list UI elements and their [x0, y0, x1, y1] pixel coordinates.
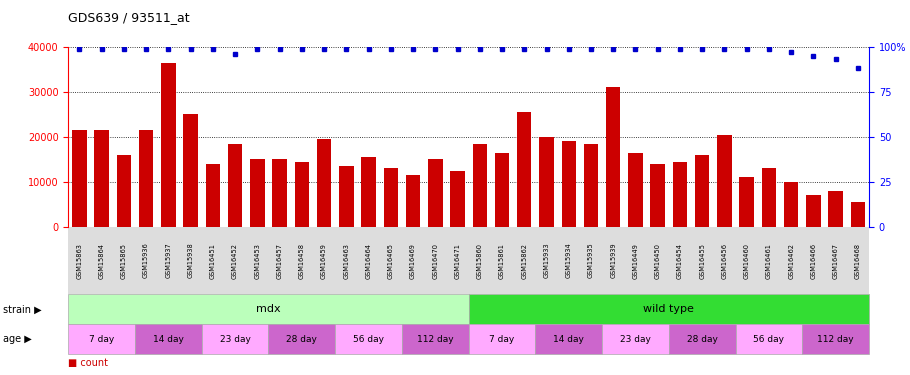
Bar [161, 63, 176, 227]
Text: GSM15939: GSM15939 [611, 243, 616, 278]
Text: GSM16471: GSM16471 [454, 243, 460, 279]
Bar [851, 202, 865, 227]
Bar [450, 171, 465, 227]
Text: mdx: mdx [256, 304, 281, 314]
Bar [717, 135, 732, 227]
Text: GSM16454: GSM16454 [677, 243, 683, 279]
Bar [740, 177, 753, 227]
Text: GSM16465: GSM16465 [388, 243, 394, 279]
Text: GSM16469: GSM16469 [410, 243, 416, 279]
Bar [672, 162, 687, 227]
Bar [295, 162, 309, 227]
Bar [517, 112, 531, 227]
Text: ■ count: ■ count [68, 358, 108, 368]
Bar [95, 130, 109, 227]
Text: GSM16470: GSM16470 [432, 243, 439, 279]
Text: age ▶: age ▶ [3, 334, 32, 344]
Text: GSM16452: GSM16452 [232, 243, 238, 279]
Text: wild type: wild type [643, 304, 694, 314]
Text: 23 day: 23 day [219, 335, 250, 344]
Bar [339, 166, 353, 227]
Bar [272, 159, 287, 227]
Text: GSM15934: GSM15934 [566, 243, 571, 279]
Text: GSM16456: GSM16456 [722, 243, 727, 279]
Text: GDS639 / 93511_at: GDS639 / 93511_at [68, 11, 190, 24]
Text: GSM15861: GSM15861 [499, 243, 505, 279]
Text: 112 day: 112 day [417, 335, 453, 344]
Text: 23 day: 23 day [620, 335, 651, 344]
Bar [317, 139, 331, 227]
Text: 14 day: 14 day [153, 335, 184, 344]
Text: GSM16455: GSM16455 [699, 243, 705, 279]
Bar [762, 168, 776, 227]
Text: GSM15935: GSM15935 [588, 243, 594, 279]
Text: GSM15937: GSM15937 [166, 243, 171, 279]
Bar [250, 159, 265, 227]
Text: GSM16463: GSM16463 [343, 243, 349, 279]
Bar [784, 182, 798, 227]
Text: 56 day: 56 day [753, 335, 784, 344]
Text: GSM15860: GSM15860 [477, 243, 483, 279]
Bar [228, 144, 242, 227]
Bar [806, 195, 821, 227]
Text: GSM16461: GSM16461 [766, 243, 772, 279]
Text: GSM16453: GSM16453 [254, 243, 260, 279]
Text: GSM16468: GSM16468 [854, 243, 861, 279]
Bar [428, 159, 442, 227]
Text: GSM16458: GSM16458 [298, 243, 305, 279]
Bar [828, 191, 843, 227]
Text: 56 day: 56 day [353, 335, 384, 344]
Text: 28 day: 28 day [287, 335, 318, 344]
Bar [384, 168, 398, 227]
Bar [495, 153, 510, 227]
Bar [361, 157, 376, 227]
Text: GSM16457: GSM16457 [277, 243, 283, 279]
Text: GSM16451: GSM16451 [210, 243, 216, 279]
Bar [584, 144, 598, 227]
Text: 7 day: 7 day [89, 335, 115, 344]
Bar [606, 87, 621, 227]
Text: 14 day: 14 day [553, 335, 584, 344]
Text: GSM16459: GSM16459 [321, 243, 327, 279]
Bar [184, 114, 197, 227]
Text: GSM15865: GSM15865 [121, 243, 126, 279]
Text: GSM16450: GSM16450 [654, 243, 661, 279]
Bar [651, 164, 665, 227]
Text: GSM15863: GSM15863 [76, 243, 83, 279]
Text: GSM16466: GSM16466 [811, 243, 816, 279]
Text: GSM16449: GSM16449 [632, 243, 639, 279]
Bar [406, 175, 420, 227]
Text: GSM15933: GSM15933 [543, 243, 550, 278]
Text: GSM16464: GSM16464 [366, 243, 371, 279]
Text: GSM15936: GSM15936 [143, 243, 149, 279]
Text: 112 day: 112 day [817, 335, 854, 344]
Bar [561, 141, 576, 227]
Text: GSM15938: GSM15938 [187, 243, 194, 279]
Bar [628, 153, 642, 227]
Text: strain ▶: strain ▶ [3, 304, 41, 314]
Bar [139, 130, 153, 227]
Text: GSM15864: GSM15864 [98, 243, 105, 279]
Bar [540, 137, 553, 227]
Text: GSM16467: GSM16467 [833, 243, 839, 279]
Bar [695, 155, 710, 227]
Bar [472, 144, 487, 227]
Text: 7 day: 7 day [490, 335, 515, 344]
Text: GSM16462: GSM16462 [788, 243, 794, 279]
Text: 28 day: 28 day [687, 335, 718, 344]
Bar [116, 155, 131, 227]
Bar [206, 164, 220, 227]
Bar [72, 130, 86, 227]
Text: GSM15862: GSM15862 [521, 243, 527, 279]
Text: GSM16460: GSM16460 [743, 243, 750, 279]
